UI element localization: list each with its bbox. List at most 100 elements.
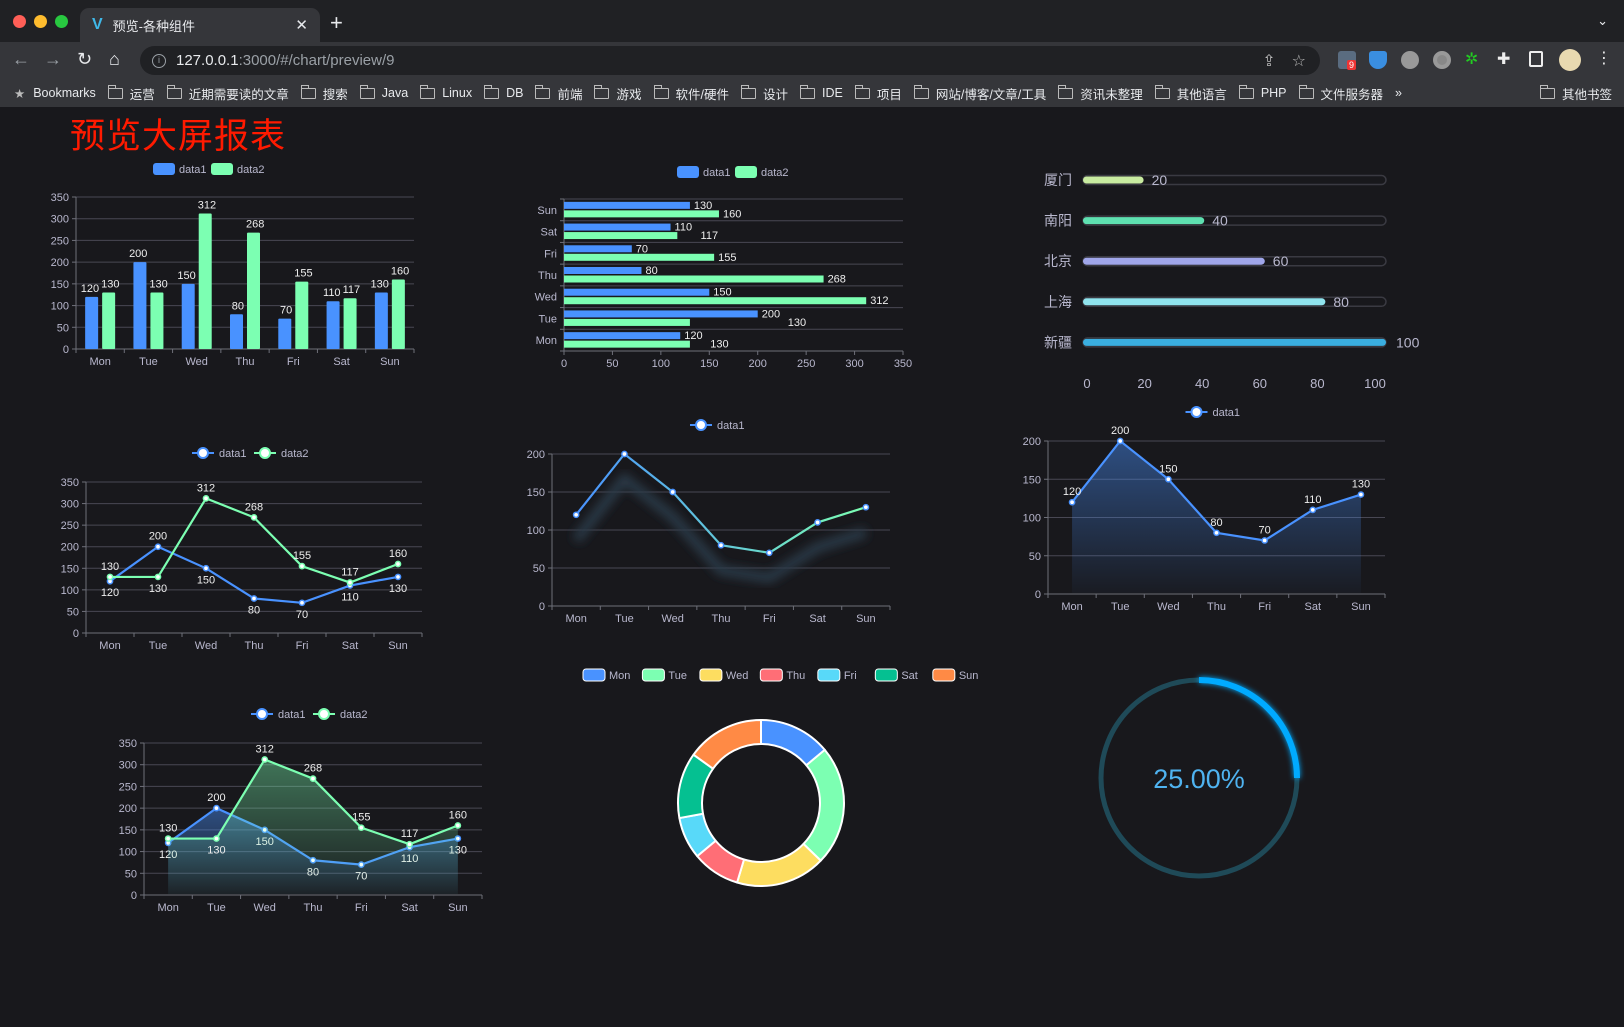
x-tick-label: 250: [797, 358, 815, 370]
y-tick-label: 100: [61, 585, 79, 597]
bookmark-label: 设计: [762, 87, 788, 102]
legend-label: Thu: [786, 670, 805, 682]
extension-icon[interactable]: 9: [1338, 51, 1357, 70]
bookmark-item[interactable]: 其他语言: [1154, 84, 1227, 103]
bookmark-item[interactable]: IDE: [800, 84, 843, 100]
tab-search-chevron-icon[interactable]: ⌄: [1597, 13, 1608, 28]
bookmark-item[interactable]: 设计: [740, 84, 788, 103]
y-tick-label: 300: [61, 499, 79, 511]
other-bookmarks[interactable]: 其他书签: [1539, 84, 1612, 103]
bookmark-item[interactable]: 资讯未整理: [1058, 84, 1143, 103]
y-tick-label: 250: [51, 235, 69, 247]
gem-extension-icon[interactable]: [1369, 51, 1387, 69]
y-tick-label: 0: [1035, 589, 1041, 601]
bookmark-item[interactable]: 网站/博客/文章/工具: [913, 84, 1046, 103]
progress-label: 厦门: [1044, 172, 1072, 188]
data-label: 200: [1111, 425, 1129, 437]
legend-label: Fri: [844, 670, 857, 682]
data-label: 120: [684, 330, 702, 342]
data-label: 200: [207, 792, 225, 804]
y-tick-label: 200: [119, 803, 137, 815]
bookmark-item[interactable]: ★ Bookmarks: [14, 86, 96, 101]
puzzle-extensions-icon[interactable]: ✚: [1497, 51, 1511, 68]
back-icon[interactable]: ←: [12, 49, 30, 69]
x-tick-label: 80: [1310, 376, 1324, 391]
folder-icon: [800, 84, 815, 99]
y-tick-label: 0: [63, 344, 69, 356]
x-tick-label: Wed: [662, 613, 684, 625]
x-tick-label: Sun: [856, 613, 876, 625]
avatar[interactable]: [1559, 49, 1581, 71]
bar-data2: [343, 298, 357, 349]
data-point: [202, 495, 210, 502]
data-point: [1068, 498, 1076, 506]
share-icon[interactable]: ⇪: [1262, 52, 1276, 70]
star-extension-icon[interactable]: ✲: [1465, 51, 1479, 68]
close-window-button[interactable]: [13, 15, 26, 28]
bar-data1: [564, 201, 690, 209]
x-tick-label: Sun: [448, 902, 468, 914]
site-favicon-icon: V: [92, 16, 103, 33]
circle-extension-icon[interactable]: [1433, 51, 1451, 69]
data-point: [250, 595, 258, 602]
data-point: [250, 514, 258, 521]
progress-value: 100: [1396, 334, 1420, 350]
bookmark-item[interactable]: DB: [484, 84, 523, 100]
donut-slice-Wed: [736, 842, 822, 887]
close-tab-icon[interactable]: ✕: [295, 17, 308, 34]
bar-data1: [564, 332, 681, 340]
minimize-window-button[interactable]: [34, 15, 47, 28]
command-extension-icon[interactable]: [1401, 51, 1419, 69]
bookmark-item[interactable]: 近期需要读的文章: [166, 84, 289, 103]
legend-swatch-icon: [735, 166, 757, 178]
line1-chart: data1 0 50 100 150 200 Mon Tue Wed Thu Fri Sat Sun: [527, 419, 891, 625]
x-tick-label: Tue: [1111, 601, 1130, 613]
bookmark-item[interactable]: 游戏: [594, 84, 642, 103]
folder-icon: [913, 84, 929, 99]
home-icon[interactable]: ⌂: [109, 49, 120, 69]
bookmark-star-icon[interactable]: ☆: [1291, 52, 1306, 70]
site-info-icon[interactable]: i: [152, 53, 166, 68]
data-label: 80: [232, 300, 244, 312]
data-point: [1165, 475, 1172, 483]
data-label: 312: [870, 295, 888, 307]
new-tab-button[interactable]: +: [330, 10, 343, 35]
data-label: 130: [370, 279, 388, 291]
bookmark-item[interactable]: Linux: [420, 84, 472, 100]
reload-icon[interactable]: ↻: [77, 49, 93, 69]
data-label: 160: [449, 810, 467, 822]
tab-active[interactable]: V 预览-各种组件 ✕: [80, 8, 320, 42]
legend-label: data1: [703, 167, 731, 179]
bookmark-label: 项目: [876, 87, 902, 102]
bookmarks-overflow-button[interactable]: »: [1395, 86, 1402, 100]
folder-icon: [1539, 84, 1555, 99]
x-tick-label: 300: [845, 358, 863, 370]
y-tick-label: 200: [51, 257, 69, 269]
x-tick-label: Wed: [254, 902, 276, 914]
maximize-window-button[interactable]: [55, 15, 68, 28]
forward-icon[interactable]: →: [44, 49, 62, 69]
data-label: 150: [177, 270, 195, 282]
folder-icon: [854, 84, 870, 99]
data-label: 150: [1159, 463, 1177, 475]
bookmark-item[interactable]: Java: [359, 84, 408, 100]
menu-kebab-icon[interactable]: ⋮: [1596, 50, 1612, 67]
bookmark-item[interactable]: 搜索: [300, 84, 348, 103]
bookmark-item[interactable]: 前端: [535, 84, 582, 103]
data-label: 268: [245, 501, 263, 513]
legend-marker-icon: [256, 708, 268, 720]
x-tick-label: Mon: [157, 902, 178, 914]
address-bar[interactable]: i 127.0.0.1:3000/#/chart/preview/9 ⇪ ☆: [140, 46, 1320, 75]
bookmark-item[interactable]: PHP: [1238, 84, 1287, 100]
data-label: 110: [341, 592, 359, 604]
side-panel-icon[interactable]: [1529, 51, 1543, 67]
bookmark-item[interactable]: 项目: [854, 84, 902, 103]
data-point: [454, 822, 462, 829]
legend-label: data2: [281, 448, 309, 460]
legend-label: Mon: [609, 670, 630, 682]
tab-title: 预览-各种组件: [112, 18, 196, 34]
bookmark-item[interactable]: 运营: [107, 84, 155, 103]
bookmark-item[interactable]: 软件/硬件: [653, 84, 729, 103]
data-label: 130: [788, 317, 806, 329]
bookmark-item[interactable]: 文件服务器: [1298, 84, 1383, 103]
